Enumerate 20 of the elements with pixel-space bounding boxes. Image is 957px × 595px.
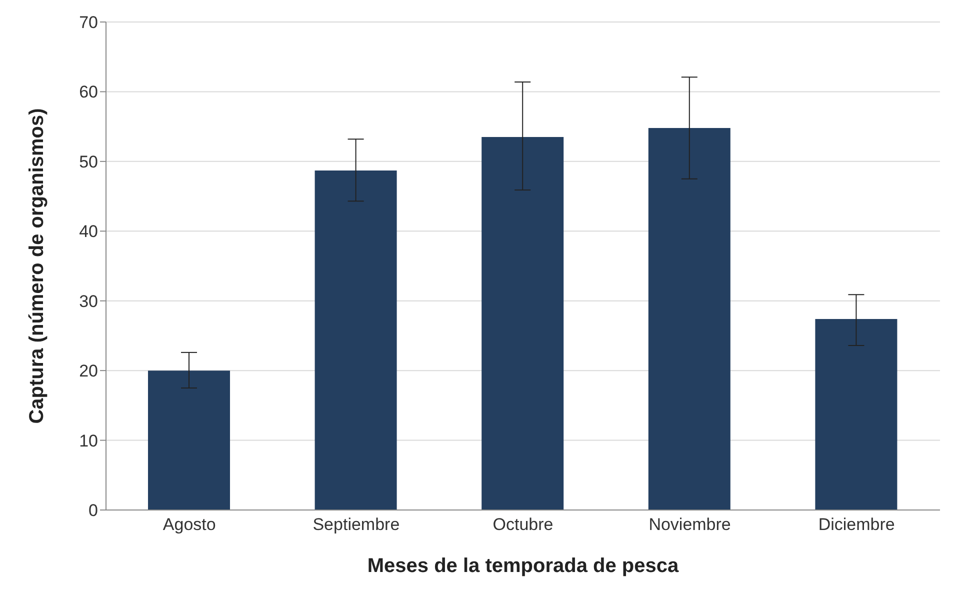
x-tick-label: Diciembre	[818, 515, 895, 534]
x-tick-label: Septiembre	[312, 515, 400, 534]
y-tick-label: 0	[88, 501, 98, 520]
y-tick-label: 50	[79, 152, 98, 172]
bar	[648, 128, 730, 510]
y-tick-label: 30	[79, 292, 98, 311]
x-tick-label: Agosto	[162, 515, 216, 534]
x-axis-title: Meses de la temporada de pesca	[367, 555, 680, 577]
y-tick-label: 20	[79, 362, 98, 381]
y-tick-label: 40	[79, 222, 98, 242]
y-tick-label: 70	[79, 13, 98, 32]
bar	[314, 170, 397, 510]
bar	[815, 318, 898, 510]
bar	[482, 137, 564, 510]
y-axis-title: Captura (número de organismos)	[26, 108, 48, 424]
y-tick-label: 10	[79, 431, 98, 450]
bar	[148, 370, 230, 510]
x-tick-label: Octubre	[492, 515, 554, 534]
x-tick-label: Noviembre	[648, 515, 731, 534]
y-tick-label: 60	[79, 82, 98, 102]
